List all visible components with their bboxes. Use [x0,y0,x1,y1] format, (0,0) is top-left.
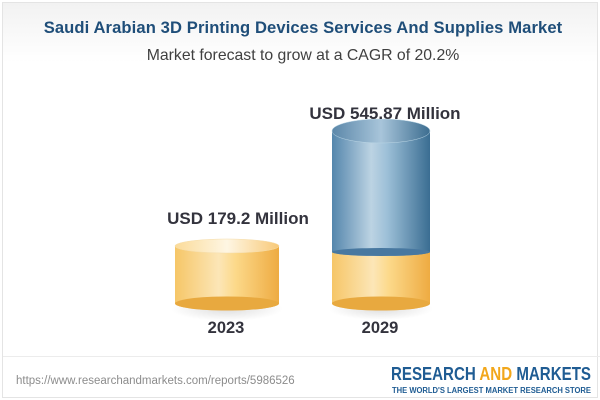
svg-text:RESEARCH AND MARKETS: RESEARCH AND MARKETS [391,364,591,384]
svg-text:THE WORLD'S LARGEST MARKET RES: THE WORLD'S LARGEST MARKET RESEARCH STOR… [392,386,592,395]
